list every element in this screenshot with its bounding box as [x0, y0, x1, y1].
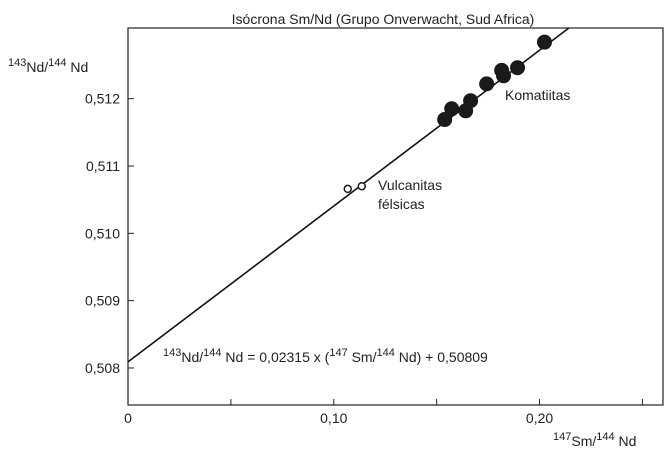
equation-part: Nd) +: [395, 349, 437, 365]
series-label-line: Vulcanitas: [378, 177, 442, 193]
x-axis-label-part: 144: [596, 431, 614, 443]
x-tick-label: 0,20: [526, 410, 553, 426]
equation-part: Nd/: [181, 349, 203, 365]
equation-part: 147: [329, 347, 347, 359]
data-point: [357, 181, 367, 191]
x-axis-label-part: Nd: [615, 433, 637, 449]
data-point: [479, 76, 495, 92]
y-axis-label-part: Nd/: [26, 59, 48, 75]
data-point: [463, 93, 479, 109]
equation-part: Sm/: [348, 349, 377, 365]
equation-part: 0,02315: [259, 349, 310, 365]
data-point: [536, 34, 552, 50]
chart-title: Isócrona Sm/Nd (Grupo Onverwacht, Sud Af…: [232, 11, 535, 27]
equation: 143Nd/144 Nd = 0,02315 x (147 Sm/144 Nd)…: [163, 347, 488, 365]
series-label: Vulcanitas félsicas: [378, 177, 442, 212]
equation-part: 0,50809: [437, 349, 488, 365]
y-tick-label: 0,512: [85, 91, 120, 107]
plot-frame: [127, 27, 664, 406]
x-axis-label: 147Sm/144 Nd: [553, 431, 636, 449]
data-point: [510, 60, 526, 76]
series-label: Komatiitas: [505, 87, 570, 103]
x-tick-label: 0: [124, 410, 132, 426]
data-point: [444, 101, 460, 117]
isochron-line: [127, 27, 570, 363]
x-axis-label-part: 147: [553, 431, 571, 443]
y-axis-label-part: Nd: [67, 59, 89, 75]
y-tick-label: 0,510: [85, 225, 120, 241]
equation-part: x (: [310, 349, 330, 365]
y-axis-label-part: 143: [8, 57, 26, 69]
x-axis-label-part: Sm/: [571, 433, 596, 449]
data-point: [343, 184, 353, 194]
y-axis-label-part: 144: [48, 57, 66, 69]
equation-part: Nd =: [222, 349, 260, 365]
data-point: [496, 68, 512, 84]
y-tick-label: 0,508: [85, 360, 120, 376]
y-tick-label: 0,509: [85, 293, 120, 309]
equation-part: 144: [203, 347, 221, 359]
series-label-line: félsicas: [378, 196, 425, 212]
x-tick-label: 0,10: [320, 410, 347, 426]
data-point: [437, 112, 453, 128]
y-tick-label: 0,511: [86, 158, 120, 174]
equation-part: 143: [163, 347, 181, 359]
equation-part: 144: [376, 347, 394, 359]
y-axis-label: 143Nd/144 Nd: [8, 57, 88, 75]
